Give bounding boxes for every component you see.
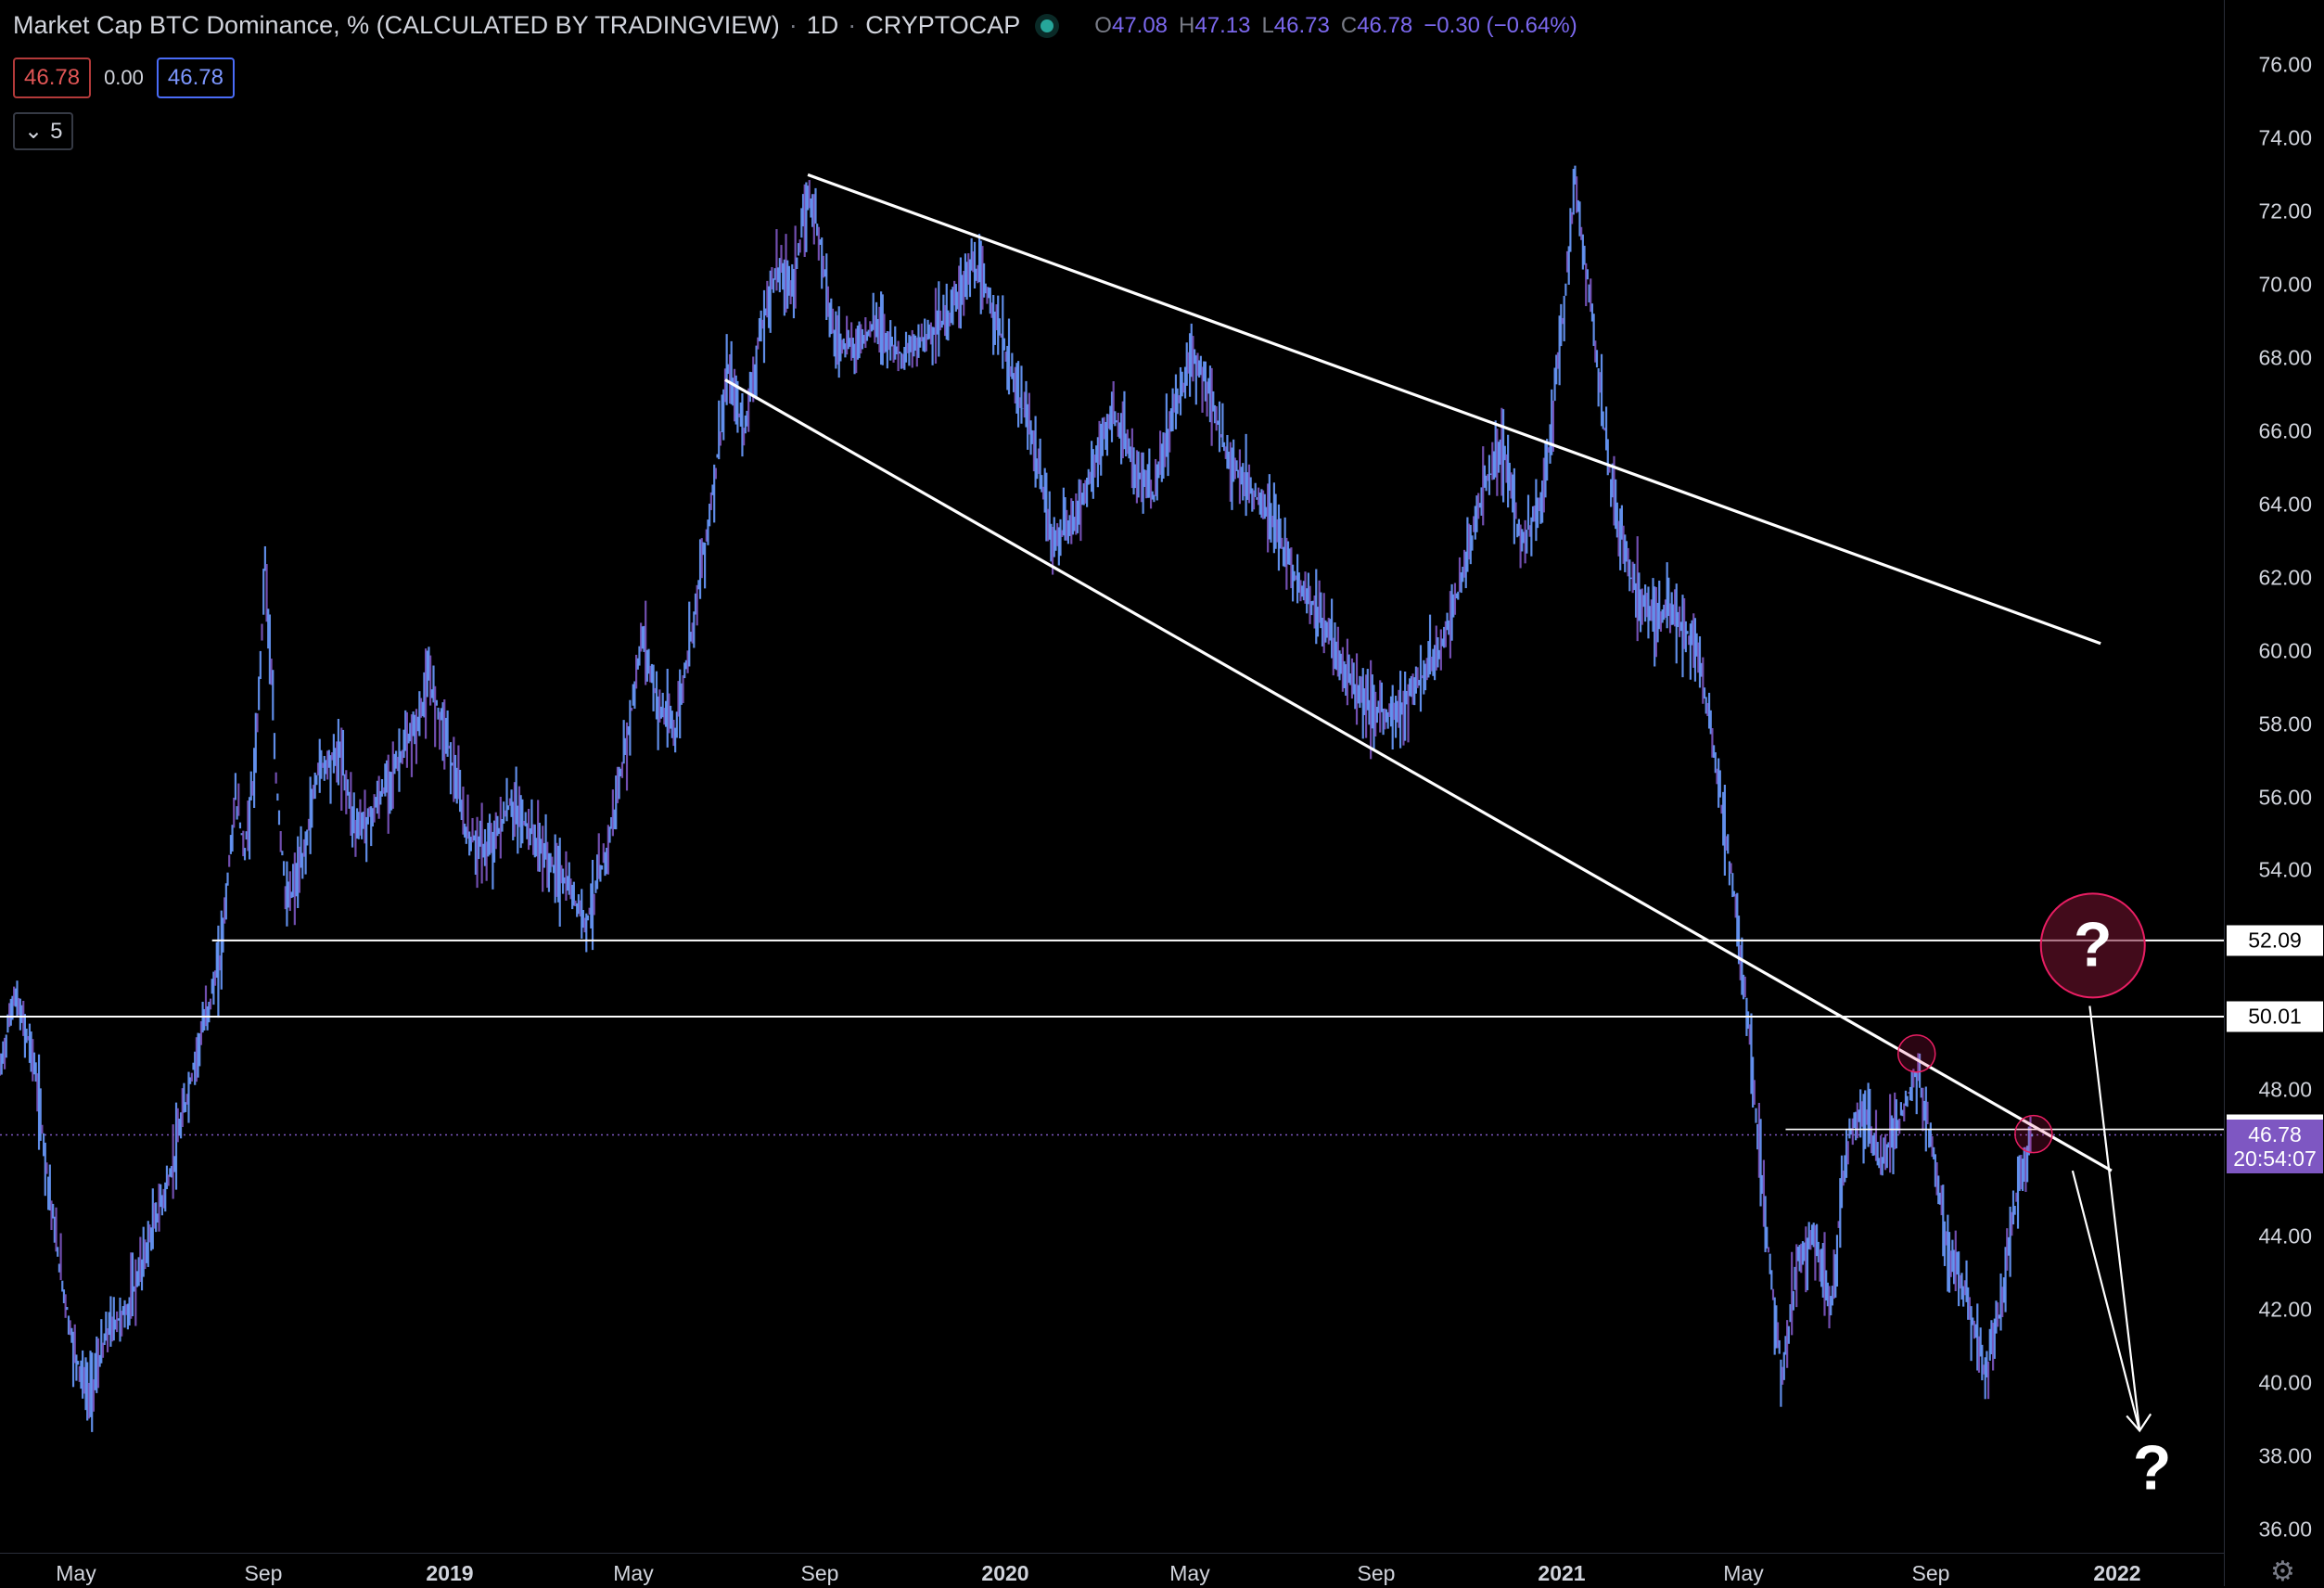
price-tick: 74.00 (2258, 125, 2312, 150)
current-price-label: 46.78 20:54:07 (2227, 1120, 2323, 1174)
time-tick: May (613, 1561, 654, 1585)
time-tick: Sep (800, 1561, 839, 1585)
price-tick: 58.00 (2258, 711, 2312, 736)
exchange: CRYPTOCAP (865, 11, 1021, 39)
price-tick: 76.00 (2258, 52, 2312, 77)
time-tick: 2021 (1538, 1561, 1586, 1585)
time-tick: Sep (244, 1561, 283, 1585)
countdown-timer: 20:54:07 (2233, 1146, 2317, 1172)
time-tick: Sep (1357, 1561, 1396, 1585)
price-tick: 54.00 (2258, 857, 2312, 882)
interval[interactable]: 1D (806, 11, 839, 39)
price-tick: 64.00 (2258, 492, 2312, 517)
price-tick: 68.00 (2258, 345, 2312, 370)
symbol-title[interactable]: Market Cap BTC Dominance, % (CALCULATED … (13, 11, 780, 39)
price-tick: 48.00 (2258, 1077, 2312, 1102)
price-tick: 60.00 (2258, 638, 2312, 663)
time-tick: May (1723, 1561, 1764, 1585)
price-chart[interactable]: ?? (0, 0, 2224, 1553)
price-level-label: 50.01 (2227, 1001, 2323, 1032)
price-tick: 62.00 (2258, 565, 2312, 590)
time-tick: 2022 (2093, 1561, 2141, 1585)
question-marker (2039, 892, 2146, 999)
price-tick: 36.00 (2258, 1517, 2312, 1542)
touch-marker (1896, 1034, 1936, 1073)
buy-button[interactable]: 46.78 (156, 58, 235, 98)
time-tick: 2020 (981, 1561, 1029, 1585)
price-tick: 70.00 (2258, 272, 2312, 297)
close-value: 46.78 (1357, 12, 1413, 38)
price-tick: 38.00 (2258, 1443, 2312, 1468)
price-tick: 66.00 (2258, 418, 2312, 443)
price-tick: 44.00 (2258, 1223, 2312, 1249)
gear-icon[interactable]: ⚙ (2270, 1556, 2295, 1587)
trendline-upper (807, 173, 2101, 646)
price-tick: 56.00 (2258, 785, 2312, 809)
chart-header: Market Cap BTC Dominance, % (CALCULATED … (13, 11, 1577, 39)
price-tick: 72.00 (2258, 198, 2312, 224)
ohlc-values: O47.08 H47.13 L46.73 C46.78 −0.30 (−0.64… (1094, 12, 1577, 38)
indicators-collapse-button[interactable]: ⌄ 5 (13, 112, 74, 150)
arrow-head-icon (2126, 1413, 2152, 1433)
projection-arrow (2088, 1005, 2141, 1431)
time-tick: 2019 (426, 1561, 474, 1585)
price-tick: 40.00 (2258, 1370, 2312, 1395)
chevron-down-icon: ⌄ (24, 119, 44, 144)
price-axis[interactable]: 76.00 74.00 72.00 70.00 68.00 66.00 64.00 62.00… (2224, 0, 2324, 1586)
high-value: 47.13 (1194, 12, 1251, 38)
spread-value: 0.00 (104, 66, 144, 89)
time-tick: Sep (1911, 1561, 1950, 1585)
low-value: 46.73 (1273, 12, 1330, 38)
change-value: −0.30 (−0.64%) (1424, 12, 1577, 38)
time-tick: May (1169, 1561, 1210, 1585)
time-tick: May (56, 1561, 96, 1585)
market-status-icon (1041, 19, 1054, 32)
trade-row: 46.78 0.00 46.78 (13, 58, 235, 98)
projection-arrow (2071, 1170, 2141, 1431)
price-tick: 42.00 (2258, 1297, 2312, 1322)
touch-marker (2014, 1114, 2053, 1154)
indicator-count: 5 (50, 118, 63, 144)
time-axis[interactable] (0, 1553, 2224, 1587)
price-level-label: 52.09 (2227, 925, 2323, 956)
open-value: 47.08 (1111, 12, 1168, 38)
sell-button[interactable]: 46.78 (13, 58, 92, 98)
question-mark-text: ? (2074, 909, 2113, 980)
question-mark-text: ? (2133, 1433, 2172, 1504)
trendline-lower (724, 378, 2113, 1172)
